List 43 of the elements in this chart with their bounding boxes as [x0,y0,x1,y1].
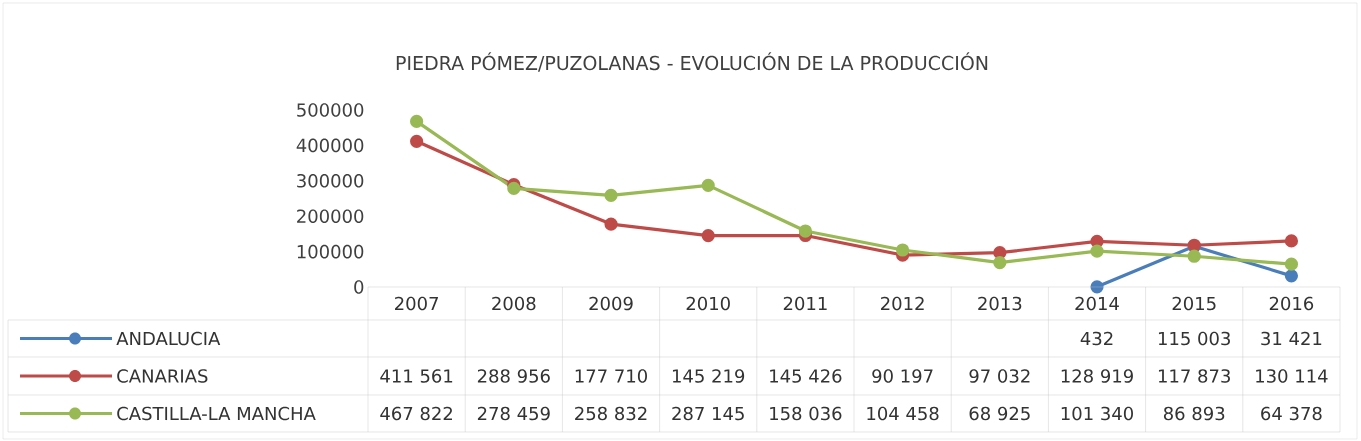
data-label: 97 032 [969,369,1030,383]
x-tick-label: 2010 [686,296,730,311]
data-label: 158 036 [770,406,842,421]
x-tick-label: 2011 [783,296,827,311]
data-label: 101 340 [1061,406,1133,421]
legend-label: CANARIAS [117,369,208,383]
data-label: 128 919 [1061,369,1133,383]
data-label: 411 561 [380,369,453,383]
data-label: 145 219 [672,369,745,383]
data-label: 64 378 [1261,406,1322,421]
data-label: 287 145 [672,406,744,421]
y-tick-label: 500000 [297,103,364,117]
data-label: 68 925 [969,406,1030,421]
x-tick-label: 2013 [978,296,1022,311]
data-label: 130 114 [1256,369,1328,383]
x-tick-label: 2015 [1172,296,1216,311]
data-label: 258 832 [575,406,647,421]
data-label: 90 197 [872,369,933,383]
y-tick-label: 0 [354,280,364,294]
data-label: 117 873 [1158,369,1230,383]
data-label: 31 421 [1261,331,1322,346]
legend-label: CASTILLA-LA MANCHA [117,406,316,421]
x-tick-label: 2008 [492,296,536,311]
y-tick-label: 400000 [296,138,364,153]
data-label: 115 003 [1158,331,1230,346]
legend-label: ANDALUCIA [116,331,221,346]
data-label: 467 822 [380,406,452,421]
x-tick-label: 2014 [1075,296,1119,311]
chart-title: PIEDRA PÓMEZ/PUZOLANAS - EVOLUCIÓN DE LA PRODUCCIÓN [396,52,988,72]
data-label: 177 710 [575,369,647,383]
x-tick-label: 2016 [1269,296,1314,311]
y-tick-label: 300000 [297,173,364,188]
data-label: 145 426 [770,369,842,383]
y-tick-label: 200000 [297,209,364,223]
x-tick-label: 2009 [589,296,633,311]
data-label: 86 893 [1163,406,1225,421]
data-label: 278 459 [477,406,550,421]
x-tick-label: 2012 [881,296,924,311]
x-tick-label: 2007 [395,296,438,311]
data-label: 432 [1080,331,1113,346]
data-label: 104 458 [867,406,939,421]
y-tick-label: 100000 [297,244,364,259]
data-label: 288 956 [477,369,550,383]
